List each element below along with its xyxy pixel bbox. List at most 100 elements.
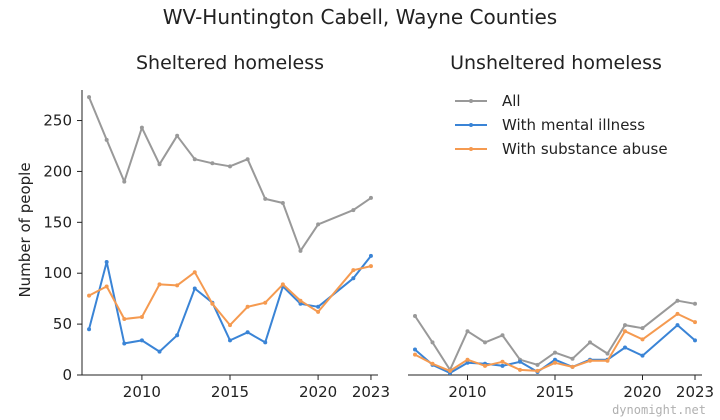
panel-unsheltered: 2010 2015 2020 2023 [408,298,714,401]
data-point-with-substance-abuse [693,320,697,325]
x-tick-label: 2023 [352,383,390,401]
data-point-all [157,162,162,167]
data-point-with-substance-abuse [104,284,109,289]
data-point-all [553,350,557,355]
data-point-with-substance-abuse [228,323,232,328]
data-point-with-mental-illness [228,338,232,343]
data-point-with-substance-abuse [623,329,627,334]
legend-marker-all [469,99,473,103]
y-tick-label: 100 [43,264,72,282]
y-axis-label: Number of people [16,162,34,297]
legend-marker-substance-abuse [469,147,473,151]
data-point-all [263,196,268,201]
data-point-with-substance-abuse [535,368,540,373]
data-point-with-substance-abuse [298,298,303,303]
figure-title: WV-Huntington Cabell, Wayne Counties [163,5,557,29]
data-point-with-mental-illness [351,276,356,281]
data-point-with-substance-abuse [605,358,610,363]
data-point-with-mental-illness [693,338,697,343]
data-point-with-substance-abuse [122,317,127,322]
data-point-all [351,208,356,213]
legend-label-substance-abuse: With substance abuse [502,140,668,158]
data-point-all [316,222,321,227]
data-point-with-mental-illness [675,323,680,328]
data-point-with-mental-illness [553,357,557,362]
data-point-all [104,137,109,142]
data-point-with-mental-illness [316,304,321,309]
y-tick-label: 200 [43,162,72,180]
data-point-with-substance-abuse [280,282,285,287]
legend: All With mental illness With substance a… [455,92,668,158]
data-point-all [368,195,373,200]
data-point-with-substance-abuse [175,283,180,288]
y-tick-label: 50 [53,315,72,333]
watermark: dynomight.net [612,403,706,417]
data-point-all [122,179,127,184]
data-point-with-substance-abuse [570,364,575,369]
data-point-all [483,340,487,345]
data-point-with-substance-abuse [413,352,417,357]
data-point-with-mental-illness [263,340,268,345]
x-tick-label: 2020 [299,383,337,401]
data-point-with-mental-illness [157,349,162,354]
data-point-with-substance-abuse [518,367,522,372]
data-point-with-mental-illness [104,260,109,265]
data-point-with-substance-abuse [448,368,452,373]
legend-item-all: All [455,92,521,110]
data-point-all [87,95,92,100]
data-point-with-mental-illness [245,330,250,335]
data-point-all [245,157,250,162]
data-point-with-mental-illness [640,353,645,358]
data-point-all [570,356,575,361]
data-point-with-substance-abuse [245,304,250,309]
data-point-with-substance-abuse [87,293,92,298]
legend-marker-mental-illness [469,123,473,127]
data-point-with-mental-illness [139,338,144,343]
data-point-with-substance-abuse [553,360,557,365]
data-point-all [430,340,435,345]
data-point-with-mental-illness [500,363,505,368]
y-tick-label: 250 [43,112,72,130]
data-point-with-mental-illness [175,333,180,338]
panel-sheltered: 2010 2015 2020 2023 0 50 100 150 200 250 [43,90,390,401]
data-point-all [675,298,680,303]
x-tick-label: 2010 [123,383,161,401]
legend-item-substance-abuse: With substance abuse [455,140,668,158]
x-tick-label: 2015 [536,383,574,401]
data-point-all [192,157,197,162]
data-point-with-mental-illness [122,341,127,346]
x-tick-label: 2015 [211,383,249,401]
data-point-all [175,133,180,138]
data-point-with-substance-abuse [500,359,505,364]
data-point-with-mental-illness [87,327,92,332]
data-point-with-substance-abuse [157,282,162,287]
y-tick-label: 150 [43,213,72,231]
data-point-with-mental-illness [413,347,417,352]
data-point-with-substance-abuse [368,264,373,269]
x-tick-label: 2010 [448,383,486,401]
data-point-with-substance-abuse [351,268,356,273]
data-point-all [623,323,627,328]
data-point-with-mental-illness [518,359,522,364]
data-point-with-substance-abuse [588,358,592,363]
legend-label-mental-illness: With mental illness [502,116,645,134]
data-point-with-substance-abuse [210,301,215,306]
data-point-with-mental-illness [368,253,373,258]
data-point-with-substance-abuse [640,337,645,342]
data-point-all [500,333,505,338]
x-tick-label: 2023 [676,383,714,401]
y-tick-label: 0 [62,366,72,384]
series-line-with-substance-abuse [414,312,696,372]
data-point-with-substance-abuse [139,314,144,319]
x-tick-label: 2020 [623,383,661,401]
data-point-all [535,362,540,367]
data-point-all [298,248,303,253]
series-line-all [414,299,696,371]
data-point-with-mental-illness [192,286,197,291]
data-point-with-substance-abuse [465,357,470,362]
data-point-all [605,351,610,356]
series-line-all [88,96,372,252]
data-point-all [280,200,285,205]
